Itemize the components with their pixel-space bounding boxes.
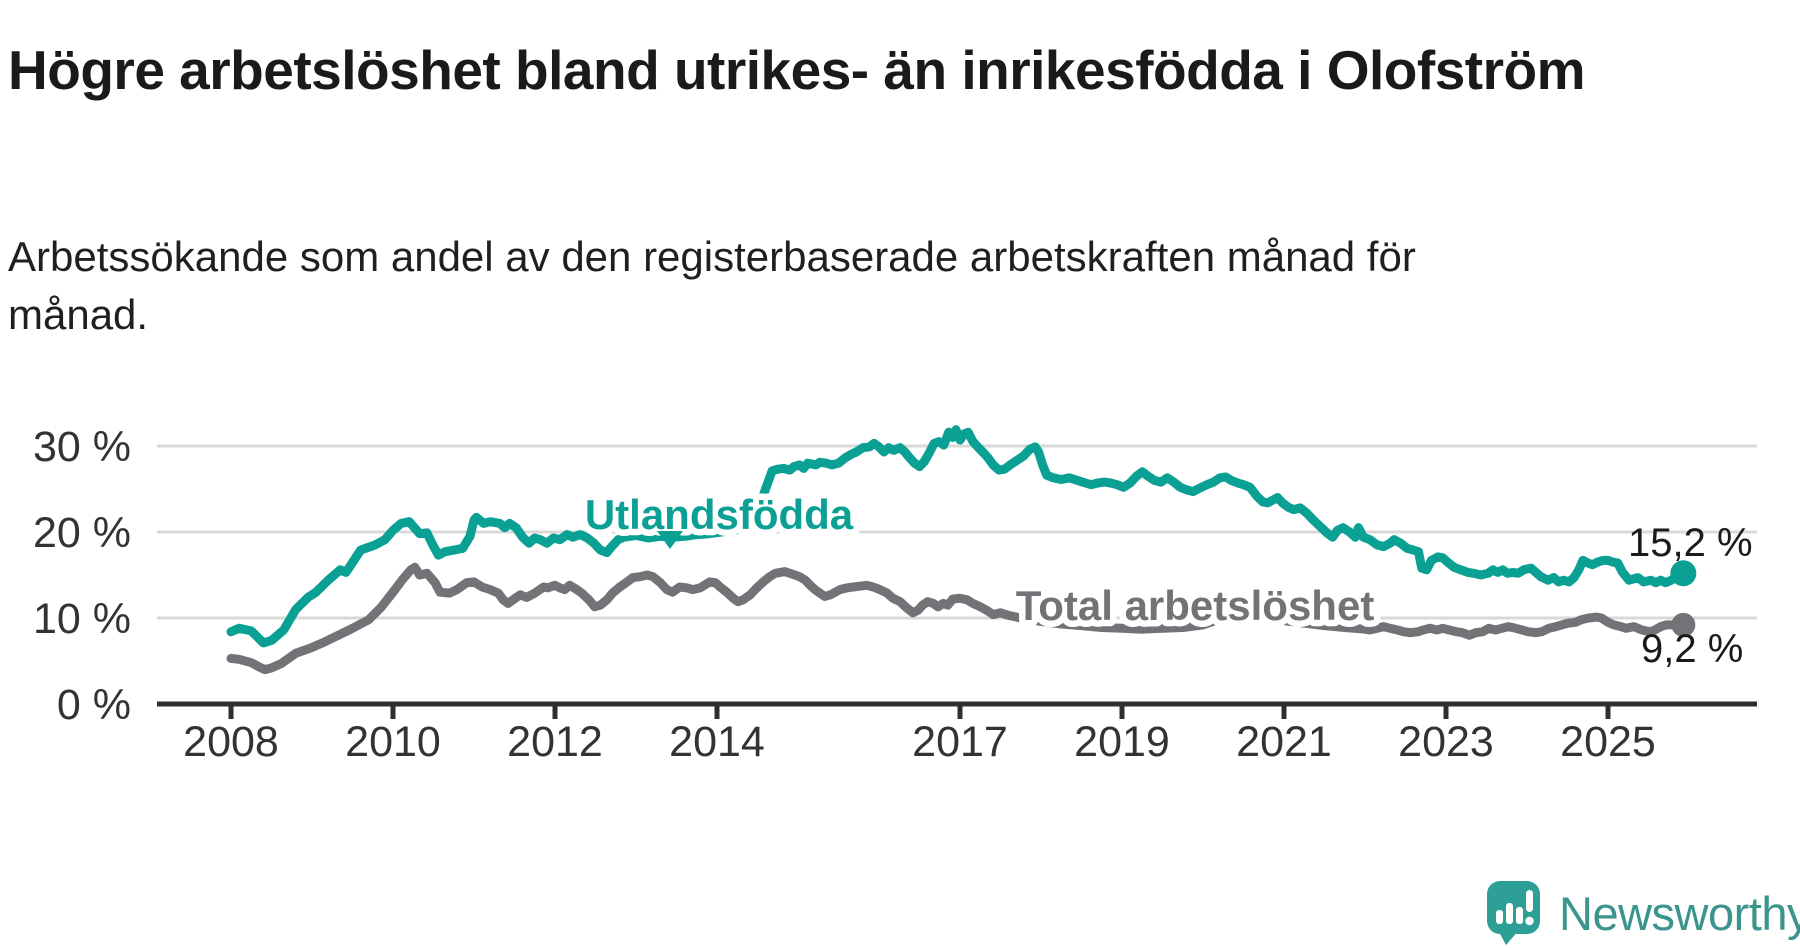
y-tick-label: 30 %: [33, 423, 131, 471]
y-axis-labels: 0 % 10 % 20 % 30 %: [33, 423, 131, 729]
utlandsfodda-endpoint-dot: [1670, 560, 1697, 587]
y-tick-label: 20 %: [33, 509, 131, 557]
x-tick-label: 2012: [507, 718, 603, 766]
newsworthy-logo: Newsworthy: [1486, 880, 1800, 946]
total-line: [226, 562, 1688, 675]
x-tick-label: 2019: [1074, 718, 1170, 766]
newsworthy-logo-icon: [1487, 881, 1540, 945]
newsworthy-logo-text: Newsworthy: [1559, 886, 1800, 940]
chart-title: Högre arbetslöshet bland utrikes- än inr…: [8, 38, 1586, 101]
x-axis: 2008 2010 2012 2014 2017 2019 2021 2023 2025: [157, 701, 1757, 766]
y-tick-label: 0 %: [57, 681, 131, 729]
x-tick-label: 2017: [912, 718, 1008, 766]
total-series-label: Total arbetslöshet: [1016, 582, 1375, 629]
x-tick-label: 2021: [1236, 718, 1332, 766]
x-tick-label: 2014: [669, 718, 765, 766]
total-endpoint-dot: [1671, 612, 1696, 637]
total-end-value-label: 9,2 %: [1641, 627, 1743, 671]
y-tick-label: 10 %: [33, 595, 131, 643]
x-tick-label: 2025: [1560, 718, 1656, 766]
x-tick-label: 2023: [1398, 718, 1494, 766]
utlandsfodda-series-label: Utlandsfödda: [585, 491, 854, 538]
utlandsfodda-line: [226, 425, 1688, 648]
chart-subtitle: Arbetssökande som andel av den registerb…: [8, 233, 1416, 338]
x-tick-label: 2008: [183, 718, 279, 766]
label-pointer-triangle-icon: [657, 531, 683, 549]
x-tick-label: 2010: [345, 718, 441, 766]
utlandsfodda-end-value-label: 15,2 %: [1628, 521, 1753, 565]
